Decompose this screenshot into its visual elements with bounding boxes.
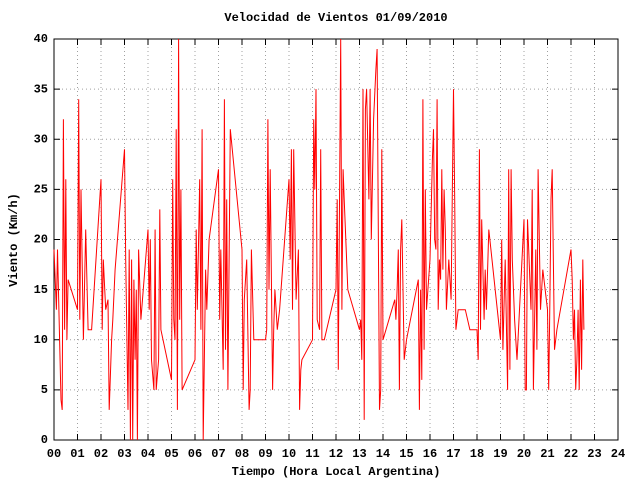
x-tick-label: 13 — [352, 447, 366, 461]
x-tick-label: 09 — [258, 447, 272, 461]
x-tick-label: 23 — [587, 447, 601, 461]
x-tick-label: 17 — [446, 447, 460, 461]
x-tick-label: 00 — [47, 447, 61, 461]
x-tick-label: 20 — [517, 447, 531, 461]
y-tick-label: 15 — [34, 283, 48, 297]
x-tick-label: 22 — [564, 447, 578, 461]
y-tick-label: 5 — [41, 383, 48, 397]
y-axis-label: Viento (Km/h) — [7, 193, 21, 287]
x-tick-label: 16 — [423, 447, 437, 461]
x-tick-label: 04 — [141, 447, 155, 461]
x-tick-label: 10 — [282, 447, 296, 461]
x-tick-label: 08 — [235, 447, 249, 461]
x-tick-label: 12 — [329, 447, 343, 461]
x-tick-label: 05 — [164, 447, 178, 461]
x-tick-label: 02 — [94, 447, 108, 461]
x-tick-label: 06 — [188, 447, 202, 461]
x-tick-label: 03 — [117, 447, 131, 461]
x-tick-label: 14 — [376, 447, 390, 461]
data-line — [53, 38, 585, 441]
plot-border — [53, 38, 619, 441]
chart-title: Velocidad de Vientos 01/09/2010 — [224, 11, 447, 25]
y-tick-label: 40 — [34, 32, 48, 46]
x-tick-label: 21 — [540, 447, 554, 461]
y-tick-label: 35 — [34, 82, 48, 96]
x-tick-label: 01 — [70, 447, 84, 461]
x-axis-label: Tiempo (Hora Local Argentina) — [232, 465, 441, 479]
x-tick-label: 24 — [611, 447, 625, 461]
y-tick-label: 0 — [41, 433, 48, 447]
y-tick-label: 25 — [34, 183, 48, 197]
y-tick-label: 20 — [34, 233, 48, 247]
x-tick-label: 07 — [211, 447, 225, 461]
x-tick-label: 19 — [493, 447, 507, 461]
x-tick-label: 15 — [399, 447, 413, 461]
x-tick-label: 18 — [470, 447, 484, 461]
y-tick-label: 30 — [34, 132, 48, 146]
x-tick-label: 11 — [305, 447, 319, 461]
y-tick-label: 10 — [34, 333, 48, 347]
